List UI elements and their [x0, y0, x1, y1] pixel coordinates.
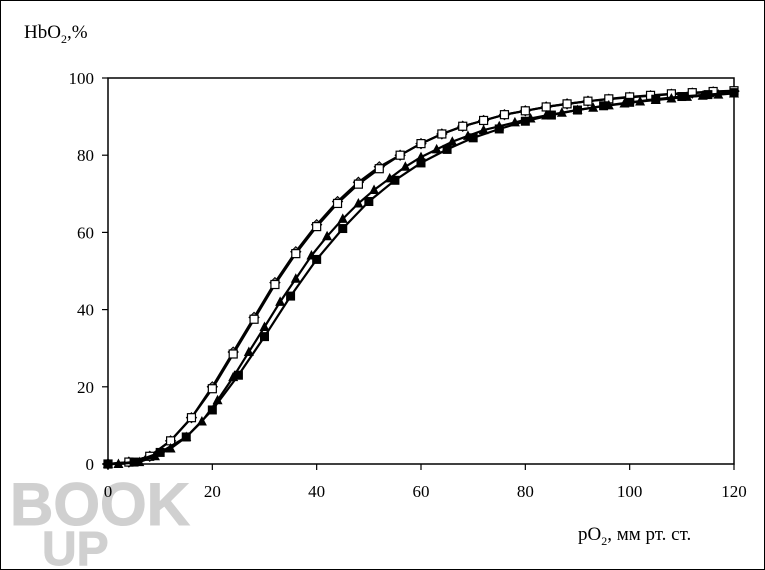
data-point: [312, 254, 322, 264]
data-point: [729, 88, 739, 98]
data-point: [290, 273, 301, 283]
data-point: [275, 296, 286, 306]
data-point: [286, 291, 296, 301]
data-point: [583, 96, 593, 106]
data-point: [165, 443, 176, 453]
axis-ticks: 0 20 40 60 80 100 120 0 20 40 60 80 100: [69, 69, 747, 501]
x-tick-label: 20: [204, 482, 221, 501]
data-point: [353, 197, 364, 208]
data-point: [541, 102, 551, 112]
watermark-logo: BOOK UP: [10, 471, 191, 570]
data-point: [374, 164, 384, 174]
y-tick-label: 20: [77, 378, 94, 397]
data-point: [494, 124, 504, 134]
data-point: [431, 143, 442, 154]
data-point: [479, 115, 489, 126]
data-point: [332, 198, 343, 209]
y-tick-label: 40: [77, 301, 94, 320]
data-point: [249, 314, 259, 324]
data-point: [416, 139, 426, 149]
data-point: [270, 279, 280, 290]
data-point: [390, 175, 400, 185]
data-point: [437, 129, 447, 139]
y-tick-label: 80: [77, 146, 94, 165]
data-point: [259, 321, 270, 331]
data-point: [400, 161, 411, 171]
svg-text:UP: UP: [42, 523, 109, 570]
data-point: [499, 110, 510, 120]
data-point: [546, 110, 556, 120]
data-point: [458, 121, 468, 131]
y-tick-label: 100: [69, 69, 95, 88]
x-axis-title: pO2, мм рт. ст.: [578, 524, 691, 548]
data-point: [447, 136, 458, 146]
data-point: [395, 150, 405, 160]
data-point: [228, 349, 238, 359]
data-point: [468, 133, 478, 143]
data-point: [520, 106, 530, 116]
data-point: [233, 370, 243, 380]
data-point: [353, 179, 363, 189]
svg-text:BOOK: BOOK: [10, 471, 190, 538]
x-tick-label: 80: [517, 482, 534, 501]
data-point: [149, 450, 160, 461]
data-point: [369, 184, 380, 194]
data-point: [573, 105, 582, 115]
data-point: [155, 447, 165, 457]
data-point: [562, 99, 572, 109]
x-tick-label: 40: [308, 482, 325, 501]
data-point: [338, 224, 348, 234]
x-tick-label: 100: [617, 482, 643, 501]
data-point: [186, 413, 197, 423]
data-point: [337, 213, 348, 223]
data-point: [478, 124, 489, 135]
data-point: [312, 222, 322, 232]
data-point: [207, 384, 217, 394]
data-point: [651, 94, 661, 104]
data-point: [181, 432, 191, 442]
x-tick-label: 120: [721, 482, 747, 501]
data-point: [364, 197, 374, 207]
data-point: [212, 394, 223, 405]
data-point: [322, 230, 333, 241]
data-point: [103, 459, 113, 469]
data-point: [677, 92, 687, 102]
y-tick-label: 60: [77, 223, 94, 242]
x-tick-label: 0: [104, 482, 113, 501]
data-point: [703, 90, 713, 100]
y-axis-title: HbO2,%: [24, 22, 88, 46]
x-tick-label: 60: [413, 482, 430, 501]
data-point: [442, 144, 452, 154]
data-point: [291, 249, 301, 259]
data-point: [243, 346, 254, 357]
data-point: [520, 116, 530, 126]
series-layer: [102, 85, 740, 470]
data-point: [599, 101, 609, 111]
data-point: [625, 97, 635, 107]
data-point: [129, 457, 139, 467]
data-point: [416, 158, 426, 168]
data-point: [207, 405, 217, 415]
y-tick-label: 0: [86, 455, 95, 474]
data-point: [260, 332, 269, 342]
